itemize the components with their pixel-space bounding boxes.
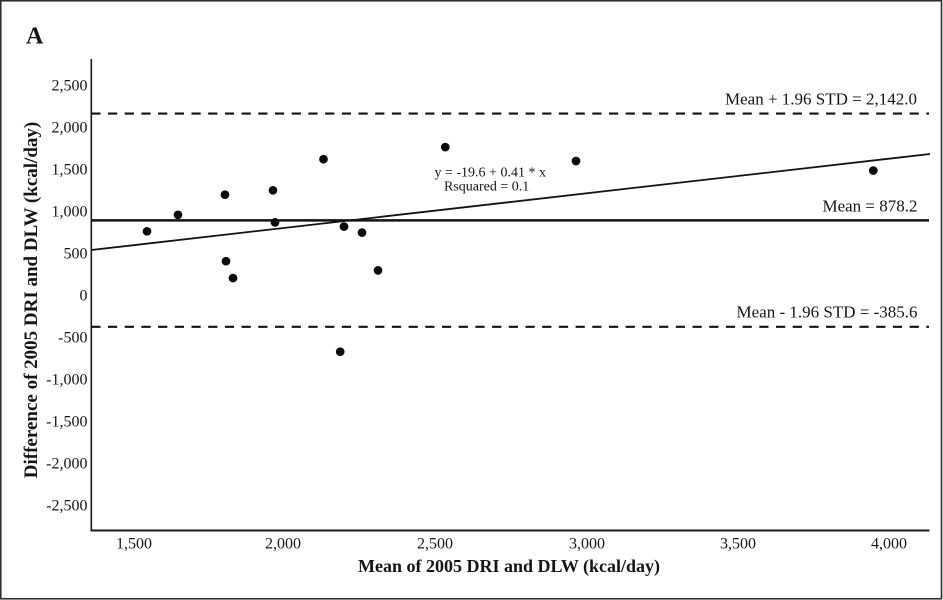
svg-text:-1,500: -1,500 bbox=[46, 414, 87, 431]
svg-text:1,500: 1,500 bbox=[116, 536, 152, 553]
svg-text:0: 0 bbox=[80, 288, 88, 305]
svg-text:500: 500 bbox=[64, 246, 88, 263]
svg-text:2,000: 2,000 bbox=[52, 120, 88, 137]
svg-text:-2,500: -2,500 bbox=[46, 498, 87, 515]
svg-text:A: A bbox=[26, 24, 44, 50]
svg-text:3,000: 3,000 bbox=[569, 536, 605, 553]
svg-text:-2,000: -2,000 bbox=[46, 456, 87, 473]
svg-text:3,500: 3,500 bbox=[720, 536, 756, 553]
svg-text:Mean - 1.96 STD = -385.6: Mean - 1.96 STD = -385.6 bbox=[737, 303, 918, 322]
svg-text:Rsquared = 0.1: Rsquared = 0.1 bbox=[444, 180, 529, 195]
svg-text:4,000: 4,000 bbox=[871, 536, 907, 553]
svg-text:2,500: 2,500 bbox=[52, 78, 88, 95]
svg-text:Mean of 2005 DRI and DLW (kcal: Mean of 2005 DRI and DLW (kcal/day) bbox=[358, 556, 660, 577]
svg-text:2,500: 2,500 bbox=[417, 536, 453, 553]
svg-text:Mean + 1.96 STD = 2,142.0: Mean + 1.96 STD = 2,142.0 bbox=[725, 90, 917, 109]
svg-text:y = -19.6 + 0.41 * x: y = -19.6 + 0.41 * x bbox=[435, 166, 546, 181]
svg-text:1,500: 1,500 bbox=[52, 162, 88, 179]
svg-text:Mean = 878.2: Mean = 878.2 bbox=[822, 197, 917, 216]
svg-text:-1,000: -1,000 bbox=[46, 372, 87, 389]
svg-text:-500: -500 bbox=[58, 330, 87, 347]
svg-text:2,000: 2,000 bbox=[265, 536, 301, 553]
svg-text:Difference of 2005 DRI and DLW: Difference of 2005 DRI and DLW (kcal/day… bbox=[21, 122, 42, 478]
svg-text:1,000: 1,000 bbox=[52, 204, 88, 221]
